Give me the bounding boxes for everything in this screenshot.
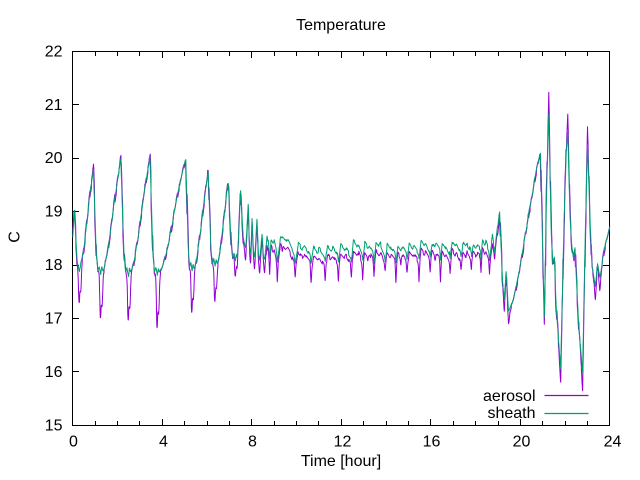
svg-text:22: 22: [45, 43, 63, 60]
svg-text:sheath: sheath: [487, 405, 535, 422]
svg-text:Temperature: Temperature: [296, 17, 386, 34]
svg-text:15: 15: [45, 417, 63, 434]
svg-text:21: 21: [45, 97, 63, 114]
svg-text:20: 20: [45, 150, 63, 167]
svg-text:Time [hour]: Time [hour]: [301, 453, 381, 470]
svg-text:19: 19: [45, 204, 63, 221]
svg-text:24: 24: [604, 434, 622, 451]
svg-text:18: 18: [45, 257, 63, 274]
svg-text:16: 16: [423, 434, 441, 451]
svg-text:20: 20: [513, 434, 531, 451]
svg-text:17: 17: [45, 311, 63, 328]
svg-text:12: 12: [334, 434, 352, 451]
svg-text:4: 4: [159, 434, 168, 451]
svg-text:C: C: [7, 231, 24, 243]
svg-text:0: 0: [69, 434, 78, 451]
svg-text:aerosol: aerosol: [483, 388, 535, 405]
svg-text:16: 16: [45, 364, 63, 381]
svg-text:8: 8: [248, 434, 257, 451]
